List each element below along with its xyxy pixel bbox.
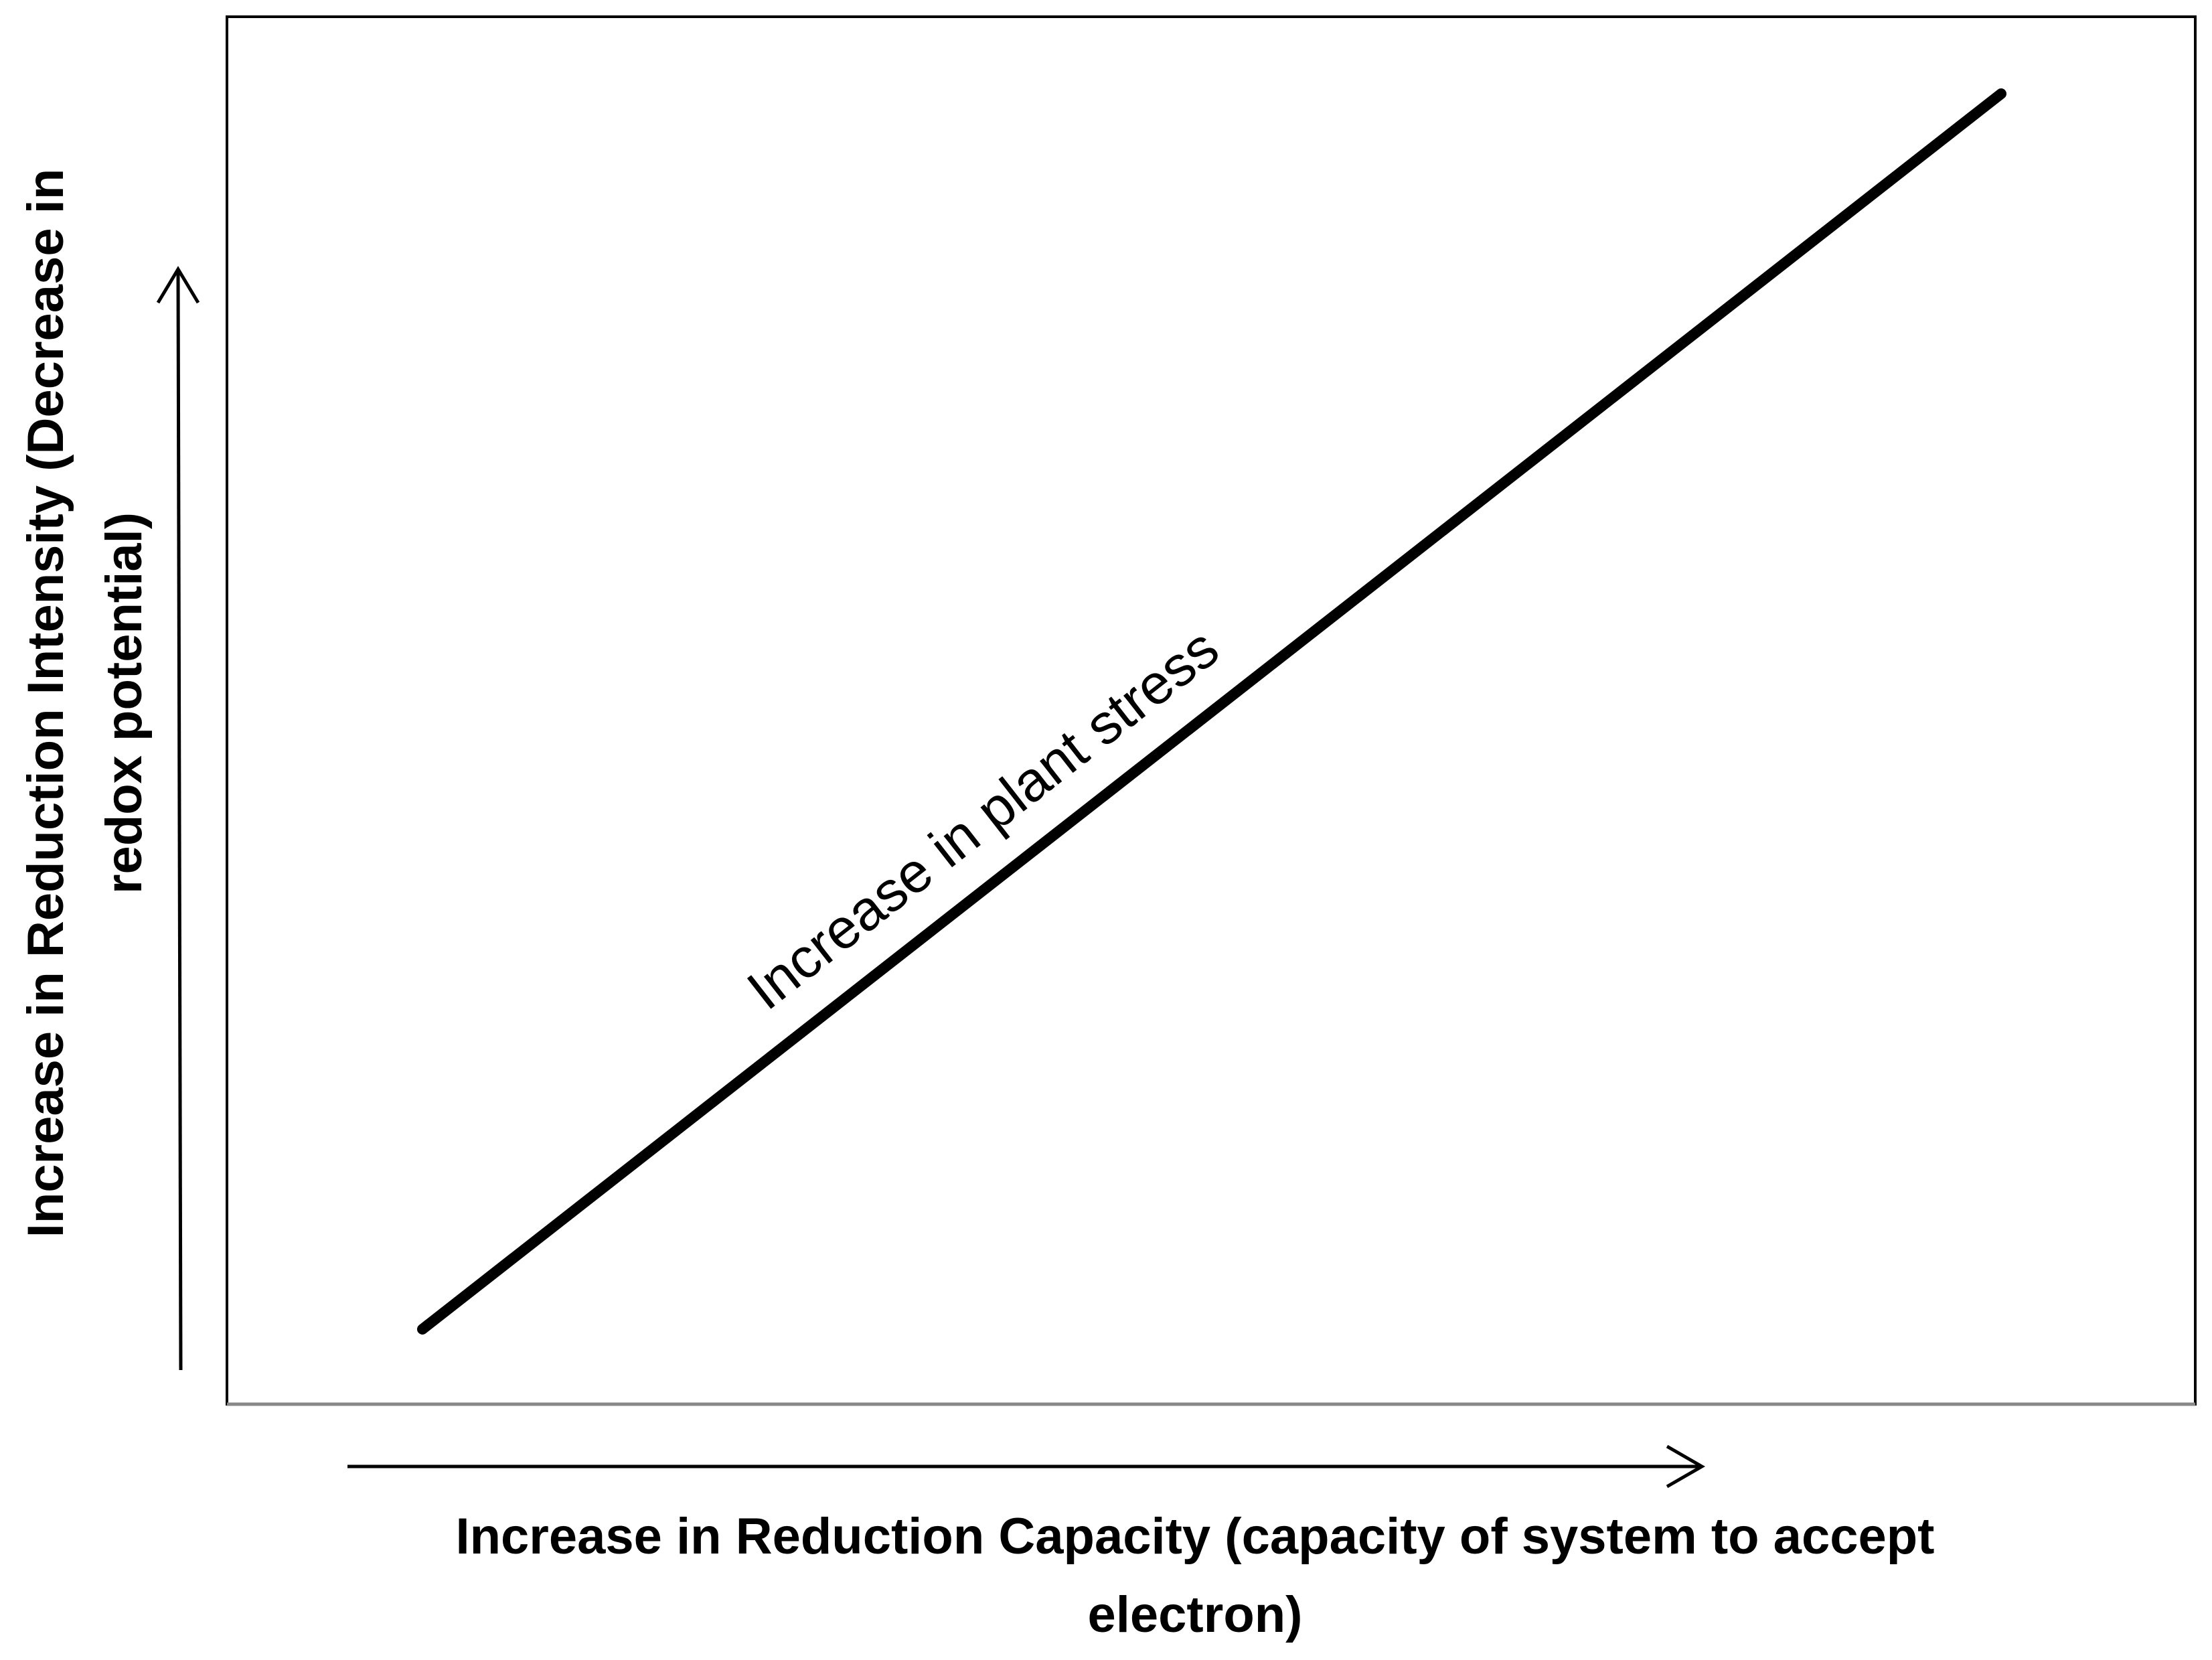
x-axis-label: electron) — [1088, 1586, 1303, 1643]
y-axis-label: redox potential) — [96, 512, 153, 894]
y-arrow — [156, 266, 200, 1371]
annotation: Increase in plant stress — [736, 616, 1231, 1022]
x-axis-label: Increase in Reduction Capacity (capacity… — [456, 1508, 1935, 1565]
x-arrow — [347, 1444, 1706, 1489]
trend-line — [417, 88, 2006, 1335]
y-axis-label: Increase in Reduction Intensity (Decreas… — [17, 169, 74, 1238]
